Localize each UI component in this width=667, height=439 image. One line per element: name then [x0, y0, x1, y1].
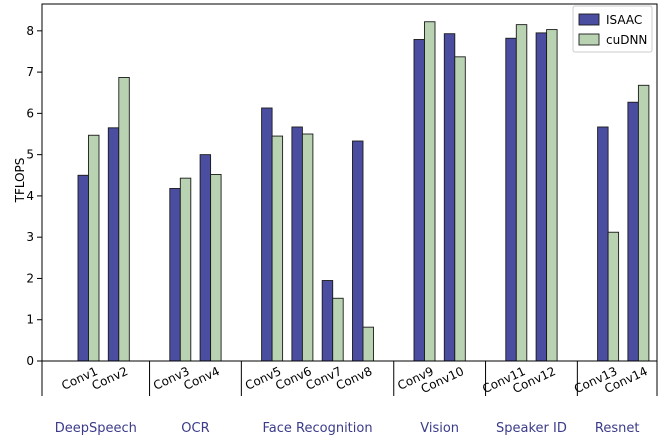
- y-tick-label: 8: [26, 24, 34, 38]
- bar-cudnn-conv10: [454, 56, 466, 362]
- group-labels: DeepSpeech OCR Face Recognition Vision Speak…: [55, 421, 640, 436]
- legend-label-cudnn: cuDNN: [606, 33, 647, 47]
- y-tick-label: 5: [26, 148, 34, 162]
- bar-cudnn-conv6: [301, 133, 314, 362]
- legend: ISAAC cuDNN: [572, 5, 653, 53]
- y-axis-title: TFLOPS: [13, 158, 27, 204]
- bar-cudnn-conv2: [118, 77, 130, 362]
- legend-swatch-cudnn: [578, 33, 600, 46]
- bar-isaac-conv2: [107, 127, 120, 362]
- bar-isaac-conv5: [261, 107, 273, 362]
- y-tick-label: 2: [26, 271, 34, 285]
- bar-cudnn-conv3: [179, 177, 192, 362]
- bar-cudnn-conv13: [607, 231, 620, 362]
- legend-swatch-isaac: [578, 13, 600, 26]
- y-tick-label: 3: [26, 230, 34, 244]
- bar-cudnn-conv4: [210, 174, 222, 362]
- y-tick-label: 4: [26, 189, 34, 203]
- y-tick-label: 6: [26, 106, 34, 120]
- bar-isaac-conv10: [443, 33, 456, 362]
- group-label: Vision: [420, 421, 459, 436]
- bar-cudnn-conv8: [362, 326, 374, 362]
- bars-layer: [77, 21, 650, 362]
- group-label: Face Recognition: [263, 421, 373, 436]
- y-axis-label: TFLOPS: [13, 158, 27, 204]
- plot-frame: [41, 3, 658, 362]
- axes-layer: [41, 3, 658, 396]
- group-label: DeepSpeech: [55, 421, 137, 436]
- bar-isaac-conv11: [505, 37, 517, 362]
- bar-isaac-conv1: [77, 174, 89, 362]
- bar-isaac-conv12: [535, 32, 548, 362]
- bar-cudnn-conv1: [88, 134, 100, 362]
- bar-cudnn-conv14: [637, 84, 650, 362]
- bar-cudnn-conv7: [332, 297, 344, 362]
- group-label: Resnet: [595, 421, 640, 436]
- bar-isaac-conv8: [352, 140, 364, 362]
- legend-label-isaac: ISAAC: [606, 13, 642, 27]
- bar-isaac-conv14: [627, 101, 639, 362]
- y-ticks: 0 1 2 3 4 5 6 7 8: [26, 24, 42, 368]
- bar-cudnn-conv11: [515, 24, 528, 362]
- y-tick-label: 7: [26, 65, 34, 79]
- bar-cudnn-conv12: [546, 29, 558, 362]
- y-tick-label: 1: [26, 313, 34, 327]
- bar-isaac-conv4: [199, 154, 212, 362]
- y-tick-label: 0: [26, 354, 34, 368]
- group-label: OCR: [181, 421, 209, 436]
- bar-isaac-conv7: [321, 280, 334, 362]
- bar-isaac-conv9: [413, 39, 425, 362]
- group-label: Speaker ID: [496, 421, 567, 436]
- bar-cudnn-conv9: [424, 21, 436, 362]
- bar-isaac-conv3: [169, 188, 181, 362]
- bar-isaac-conv6: [291, 126, 303, 362]
- bar-cudnn-conv5: [271, 135, 284, 362]
- bar-isaac-conv13: [597, 126, 609, 362]
